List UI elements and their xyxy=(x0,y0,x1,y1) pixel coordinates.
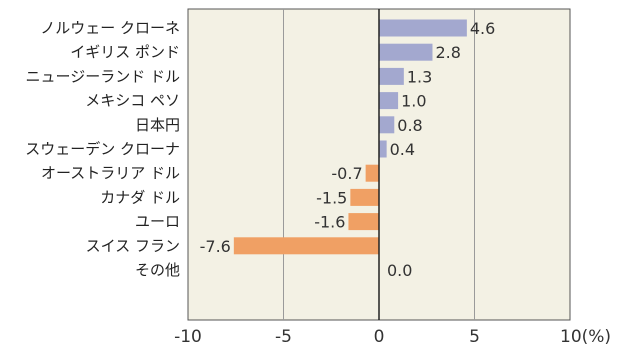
category-label: イギリス ポンド xyxy=(70,43,180,61)
x-tick-label: 5 xyxy=(469,327,480,347)
category-label: 日本円 xyxy=(135,116,180,134)
bar xyxy=(233,237,379,255)
category-label: メキシコ ペソ xyxy=(85,92,180,110)
bar xyxy=(379,92,399,110)
value-label: -1.5 xyxy=(316,188,347,207)
x-tick-label: -10 xyxy=(174,327,202,347)
grid-lines xyxy=(283,9,475,320)
category-label: ノルウェー クローネ xyxy=(40,19,180,37)
category-label: ニュージーランド ドル xyxy=(26,67,180,85)
bar xyxy=(350,188,379,206)
category-label: カナダ ドル xyxy=(100,188,180,206)
value-label: -0.7 xyxy=(331,164,362,183)
value-label: 0.0 xyxy=(387,261,412,280)
value-labels: 4.6 2.81.3 1.0 0.8 0.4 -0.7 -1.5 -1.6 -7.6 0.0 xyxy=(200,19,496,280)
x-tick-label: 0 xyxy=(374,327,385,347)
value-label: 1.0 xyxy=(401,92,426,111)
value-label: -7.6 xyxy=(200,237,231,256)
value-label: 4.6 xyxy=(470,19,495,38)
bar xyxy=(379,67,404,85)
category-label: スウェーデン クローナ xyxy=(25,140,180,158)
value-label: 0.4 xyxy=(390,140,415,159)
bar xyxy=(365,164,379,182)
category-label: ユーロ xyxy=(135,213,180,231)
x-tick-label: -5 xyxy=(275,327,292,347)
bar xyxy=(379,140,387,158)
value-label: 2.8 xyxy=(435,43,460,62)
bars xyxy=(233,19,467,279)
category-label: スイス フラン xyxy=(86,237,180,255)
bar xyxy=(379,19,467,37)
value-label: -1.6 xyxy=(314,213,345,232)
bar xyxy=(348,213,379,231)
bar xyxy=(379,43,433,61)
bar xyxy=(379,116,395,134)
value-label: 0.8 xyxy=(397,116,422,135)
category-label: オーストラリア ドル xyxy=(41,164,180,182)
value-label: 1.3 xyxy=(407,67,432,86)
category-label: その他 xyxy=(135,261,180,279)
x-tick-labels: -10 -5 0 5 10(%) xyxy=(174,327,611,347)
x-tick-label: 10(%) xyxy=(560,327,611,347)
